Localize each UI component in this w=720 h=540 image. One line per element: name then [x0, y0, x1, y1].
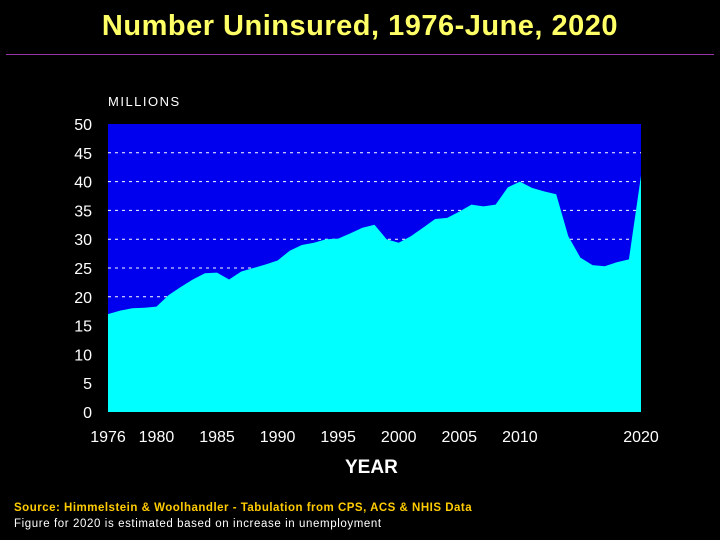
y-tick-label: 25: [74, 261, 92, 278]
y-tick-label: 30: [74, 232, 92, 249]
y-tick-label: 5: [83, 376, 92, 393]
y-tick-label: 15: [74, 319, 92, 336]
footnote: Figure for 2020 is estimated based on in…: [14, 518, 382, 530]
y-tick-label: 50: [74, 117, 92, 134]
x-tick-label: 2005: [441, 429, 477, 446]
x-tick-label: 1980: [139, 429, 175, 446]
x-tick-label: 1985: [199, 429, 235, 446]
chart-title: Number Uninsured, 1976-June, 2020: [101, 10, 619, 42]
y-tick-label: 40: [74, 175, 92, 192]
x-tick-label: 1976: [90, 429, 126, 446]
y-tick-label: 45: [74, 146, 92, 163]
x-tick-label: 2010: [502, 429, 538, 446]
title-divider: [6, 54, 714, 55]
y-tick-label: 0: [83, 405, 92, 422]
x-tick-label: 2000: [381, 429, 417, 446]
y-tick-label: 35: [74, 203, 92, 220]
source-note: Source: Himmelstein & Woolhandler - Tabu…: [14, 502, 473, 514]
y-axis-label: MILLIONS: [108, 94, 181, 109]
y-tick-label: 20: [74, 290, 92, 307]
x-tick-label: 1995: [320, 429, 356, 446]
x-axis-label: YEAR: [345, 457, 398, 478]
x-axis-ticks: 1976 1980 1985 1990 1995 2000 2005 2010 2020: [90, 429, 659, 446]
x-tick-label: 1990: [260, 429, 296, 446]
uninsured-area: [108, 175, 641, 412]
x-tick-label: 2020: [623, 429, 659, 446]
y-tick-label: 10: [74, 347, 92, 364]
y-axis-ticks: 0 5 10 15 20 25 30 35 40 45 50: [74, 117, 92, 422]
